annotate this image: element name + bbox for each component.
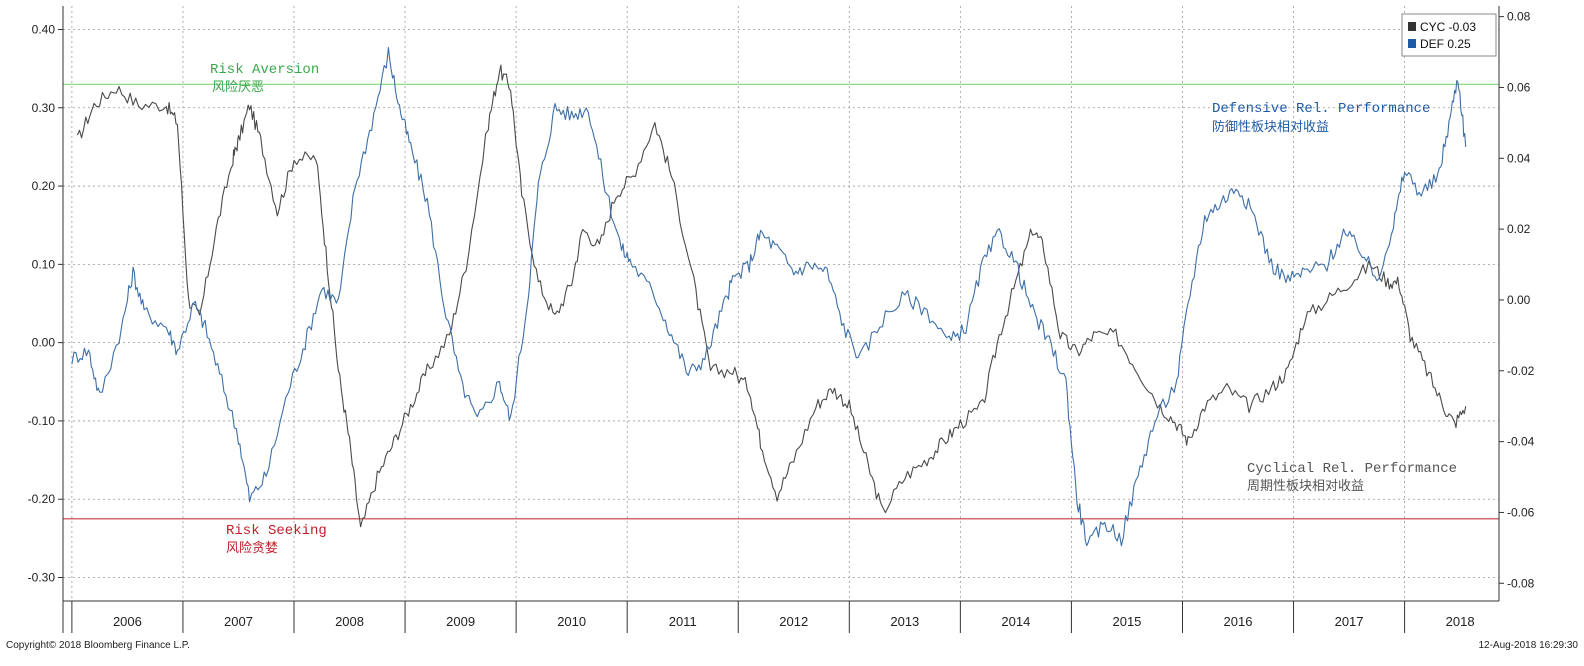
right-tick-label: 0.08 <box>1507 10 1531 24</box>
axes: 0.40 0.30 0.20 0.10 0.00 -0.10 -0.20 -0.30 0.08 0… <box>28 6 1535 633</box>
right-tick-label: -0.08 <box>1507 576 1535 590</box>
reference-lines <box>63 83 1499 520</box>
legend-box <box>1401 13 1497 57</box>
risk-seeking-label: Risk Seeking <box>226 523 327 539</box>
year-label: 2010 <box>557 614 586 629</box>
series-line-def <box>71 47 1467 547</box>
legend-swatch-def <box>1408 39 1416 48</box>
defensive-label-zh: 防御性板块相对收益 <box>1212 119 1329 134</box>
left-tick-label: 0.40 <box>32 22 56 36</box>
risk-aversion-label-zh: 风险厌恶 <box>212 79 264 94</box>
series-line-cyc <box>76 64 1467 528</box>
year-label: 2015 <box>1112 614 1141 629</box>
cyclical-label: Cyclical Rel. Performance <box>1247 461 1457 477</box>
right-tick-label: 0.04 <box>1507 151 1531 165</box>
left-tick-label: 0.10 <box>32 257 56 271</box>
year-label: 2006 <box>113 614 142 629</box>
right-tick-label: -0.02 <box>1507 364 1535 378</box>
left-tick-label: -0.30 <box>28 571 56 585</box>
year-label: 2009 <box>446 614 475 629</box>
year-label: 2012 <box>779 614 808 629</box>
risk-seeking-label-zh: 风险贪婪 <box>226 540 278 555</box>
defensive-label: Defensive Rel. Performance <box>1212 101 1430 117</box>
year-label: 2014 <box>1001 614 1030 629</box>
copyright-text: Copyright© 2018 Bloomberg Finance L.P. <box>6 640 190 651</box>
year-label: 2017 <box>1335 614 1364 629</box>
year-label: 2007 <box>224 614 253 629</box>
left-tick-label: 0.20 <box>32 179 56 193</box>
year-label: 2011 <box>669 614 697 629</box>
grid <box>63 6 1499 601</box>
risk-aversion-label: Risk Aversion <box>210 62 319 78</box>
right-tick-label: 0.00 <box>1507 293 1531 307</box>
right-tick-label: -0.04 <box>1507 435 1535 449</box>
left-tick-label: -0.20 <box>28 492 56 506</box>
left-tick-label: 0.30 <box>32 101 56 115</box>
left-tick-label: -0.10 <box>28 414 56 428</box>
year-label: 2013 <box>890 614 919 629</box>
cyclical-label-zh: 周期性板块相对收益 <box>1247 478 1364 493</box>
legend-swatch-cyc <box>1408 22 1416 31</box>
timestamp-text: 12-Aug-2018 16:29:30 <box>1478 640 1578 651</box>
left-tick-label: 0.00 <box>32 336 56 350</box>
year-label: 2018 <box>1446 614 1475 629</box>
legend-label-def: DEF 0.25 <box>1420 37 1471 51</box>
right-tick-label: -0.06 <box>1507 505 1535 519</box>
legend: CYC -0.03 DEF 0.25 <box>1401 13 1497 57</box>
legend-label-cyc: CYC -0.03 <box>1420 20 1476 34</box>
right-tick-label: 0.02 <box>1507 222 1531 236</box>
year-label: 2016 <box>1224 614 1253 629</box>
series-lines <box>71 47 1467 547</box>
year-label: 2008 <box>335 614 364 629</box>
right-tick-label: 0.06 <box>1507 80 1531 94</box>
